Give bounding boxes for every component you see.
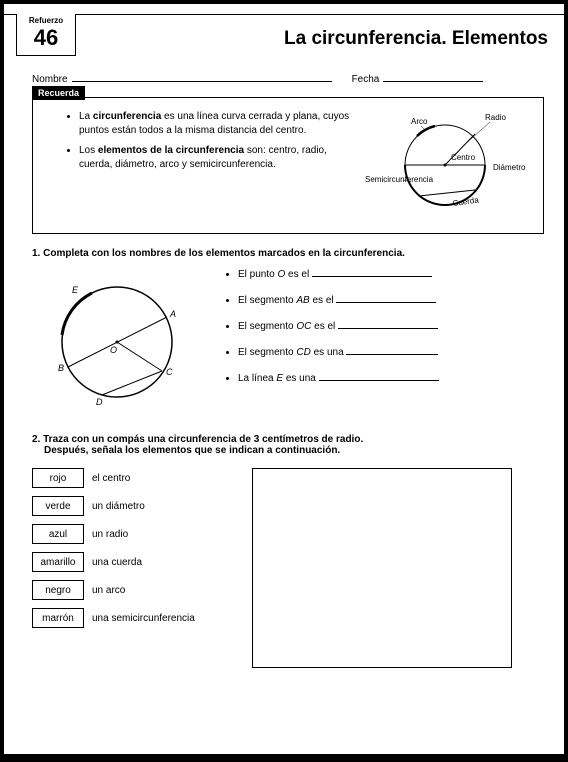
fecha-label: Fecha [352,74,380,85]
q1-blank-3[interactable] [338,319,438,329]
color-box-negro: negro [32,580,84,600]
color-list: rojo el centro verde un diámetro azul un radi… [32,468,232,668]
nombre-label: Nombre [32,74,68,85]
name-date-row: Nombre Fecha [4,64,564,93]
q1-diagram: E A O B C D [32,267,212,420]
q2-title: 2. Traza con un compás una circunferenci… [32,434,544,456]
svg-text:D: D [96,397,103,407]
badge-number: 46 [17,27,75,49]
recuerda-tab: Recuerda [32,86,85,100]
exercise-badge: Refuerzo 46 [16,14,76,56]
color-box-marrón: marrón [32,608,84,628]
recuerda-bullet-1: La circunferencia es una línea curva cer… [79,110,355,138]
q1-item-2: El segmento AB es el [238,293,544,306]
drawing-area[interactable] [252,468,512,668]
q1-title: 1. Completa con los nombres de los eleme… [32,248,544,259]
worksheet-page: Refuerzo 46 La circunferencia. Elementos… [4,4,564,754]
question-1: 1. Completa con los nombres de los eleme… [4,234,564,420]
color-row-0: rojo el centro [32,468,232,488]
recuerda-text: La circunferencia es una línea curva cer… [41,110,355,225]
svg-text:Diámetro: Diámetro [493,163,526,172]
color-row-3: amarillo una cuerda [32,552,232,572]
header: Refuerzo 46 La circunferencia. Elementos [4,4,564,64]
color-label-4: un arco [92,585,125,596]
svg-text:E: E [72,285,79,295]
color-box-verde: verde [32,496,84,516]
question-2: 2. Traza con un compás una circunferenci… [4,420,564,668]
color-row-5: marrón una semicircunferencia [32,608,232,628]
q1-item-4: El segmento CD es una [238,345,544,358]
svg-text:Centro: Centro [451,153,476,162]
svg-text:B: B [58,363,64,373]
recuerda-bullet-2: Los elementos de la circunferencia son: … [79,144,355,172]
color-box-rojo: rojo [32,468,84,488]
q1-blank-1[interactable] [312,267,432,277]
svg-text:Radio: Radio [485,113,506,122]
page-title: La circunferencia. Elementos [284,28,548,50]
svg-text:Arco: Arco [411,117,428,126]
fecha-input-line[interactable] [383,70,483,82]
svg-text:C: C [166,367,173,377]
color-label-0: el centro [92,473,130,484]
color-label-5: una semicircunferencia [92,613,195,624]
color-box-azul: azul [32,524,84,544]
recuerda-box: Recuerda La circunferencia es una línea … [32,97,544,234]
definition-diagram: Arco Radio Centro Semicircunferencia Diá… [355,110,535,225]
q1-blank-4[interactable] [346,345,438,355]
color-label-3: una cuerda [92,557,142,568]
color-label-1: un diámetro [92,501,145,512]
q1-item-1: El punto O es el [238,267,544,280]
badge-label: Refuerzo [17,16,75,25]
color-row-1: verde un diámetro [32,496,232,516]
nombre-input-line[interactable] [72,70,332,82]
svg-text:O: O [110,345,117,355]
color-label-2: un radio [92,529,128,540]
svg-text:A: A [169,309,176,319]
svg-text:Cuerda: Cuerda [452,195,480,208]
svg-text:Semicircunferencia: Semicircunferencia [365,175,434,184]
color-box-amarillo: amarillo [32,552,84,572]
q1-blank-5[interactable] [319,371,439,381]
q1-blank-2[interactable] [336,293,436,303]
color-row-4: negro un arco [32,580,232,600]
q1-item-5: La línea E es una [238,371,544,384]
q1-item-3: El segmento OC es el [238,319,544,332]
color-row-2: azul un radio [32,524,232,544]
q1-answers: El punto O es el El segmento AB es el El… [212,267,544,397]
